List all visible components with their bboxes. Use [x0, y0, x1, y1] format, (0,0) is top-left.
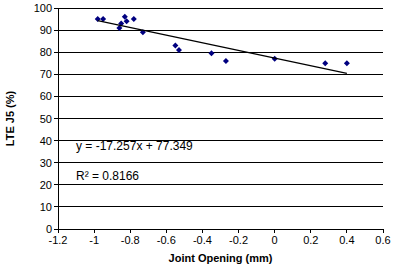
y-tick: [54, 118, 58, 119]
grid-line: [58, 118, 383, 119]
grid-line: [58, 162, 383, 163]
x-tick-label: -1: [89, 234, 99, 246]
data-point: [172, 43, 178, 49]
trend-line: [98, 21, 347, 74]
annotation: R² = 0.8166: [76, 169, 139, 183]
x-tick-label: -1.2: [49, 234, 68, 246]
x-tick-label: -0.8: [121, 234, 140, 246]
x-tick: [346, 229, 347, 233]
x-tick-label: -0.2: [229, 234, 248, 246]
y-tick: [54, 140, 58, 141]
y-tick: [54, 30, 58, 31]
data-point: [124, 18, 130, 24]
y-tick: [54, 184, 58, 185]
data-point: [344, 60, 350, 66]
x-axis: [58, 229, 383, 230]
grid-line: [58, 229, 383, 230]
x-tick: [310, 229, 311, 233]
grid-line: [58, 8, 383, 9]
y-tick: [54, 96, 58, 97]
x-tick-label: -0.4: [193, 234, 212, 246]
chart-svg: 0 10 20 30 40 50 60 70 80 90 100 -1.2 -1 -0.8 -0.6 -0.4…: [0, 0, 400, 270]
y-tick-label: 30: [40, 157, 52, 169]
y-tick: [54, 8, 58, 9]
data-point: [208, 50, 214, 56]
grid-line: [58, 184, 383, 185]
y-tick-label: 70: [40, 68, 52, 80]
data-point: [131, 16, 137, 22]
y-axis: [58, 8, 59, 229]
x-tick-label: -0.6: [157, 234, 176, 246]
annotation: y = -17.257x + 77.349: [76, 139, 193, 153]
y-tick-label: 60: [40, 90, 52, 102]
y-tick: [54, 229, 58, 230]
plot-marks: [95, 14, 350, 74]
y-tick: [54, 206, 58, 207]
grid-line: [58, 74, 383, 75]
grid-line: [58, 30, 383, 31]
x-tick: [238, 229, 239, 233]
y-tick-label: 90: [40, 24, 52, 36]
x-tick-label: 0.2: [303, 234, 318, 246]
x-tick: [383, 229, 384, 233]
x-tick: [94, 229, 95, 233]
y-tick: [54, 162, 58, 163]
data-point: [322, 60, 328, 66]
y-tick-label: 80: [40, 46, 52, 58]
x-tick-label: 0: [272, 234, 278, 246]
x-tick: [58, 229, 59, 233]
data-point: [223, 58, 229, 64]
data-point: [176, 47, 182, 53]
y-axis-title: LTE J5 (%): [4, 90, 16, 146]
x-tick: [202, 229, 203, 233]
x-tick-label: 0.4: [339, 234, 354, 246]
x-axis-title: Joint Opening (mm): [169, 252, 273, 264]
x-tick: [130, 229, 131, 233]
chart-container: 0 10 20 30 40 50 60 70 80 90 100 -1.2 -1 -0.8 -0.6 -0.4…: [0, 0, 400, 270]
x-tick: [166, 229, 167, 233]
grid-line: [58, 206, 383, 207]
grid-line: [58, 96, 383, 97]
x-tick-label: 0.6: [375, 234, 390, 246]
y-tick-label: 20: [40, 179, 52, 191]
y-tick-label: 100: [34, 2, 52, 14]
y-tick: [54, 74, 58, 75]
y-tick: [54, 52, 58, 53]
y-tick-label: 10: [40, 201, 52, 213]
grid-line: [58, 52, 383, 53]
y-tick-label: 50: [40, 113, 52, 125]
y-tick-label: 40: [40, 135, 52, 147]
x-tick: [274, 229, 275, 233]
